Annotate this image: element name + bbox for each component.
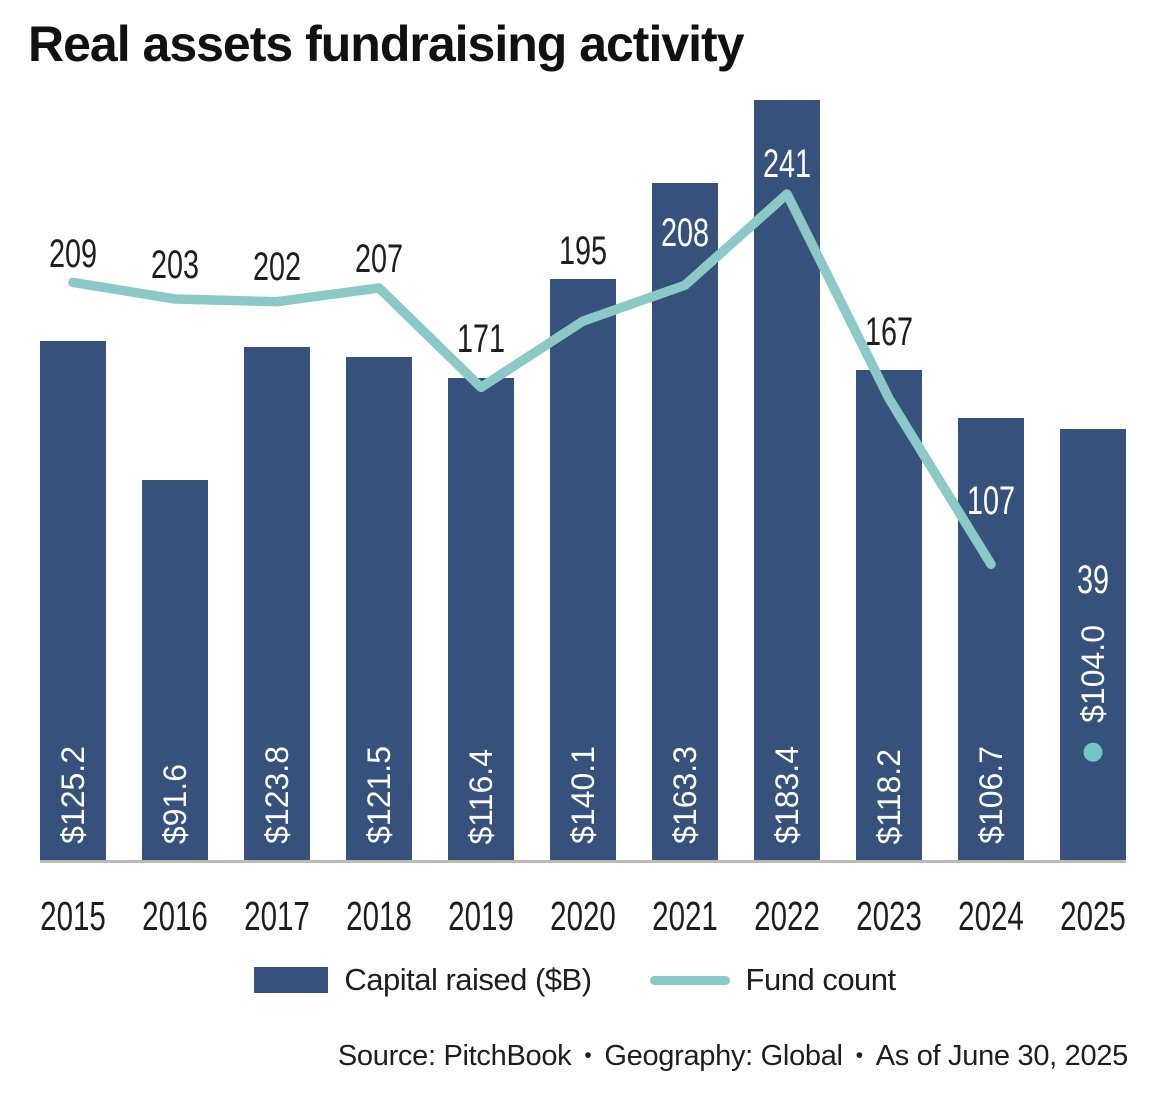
fund-count-label-2023: 167 — [864, 310, 914, 354]
fund-count-label-2021: 208 — [660, 211, 710, 255]
fund-count-label-2019: 171 — [456, 317, 506, 361]
bar-value-label: $163.3 — [667, 746, 703, 844]
fund-count-label-2016: 203 — [150, 243, 200, 287]
bar-value-label: $140.1 — [565, 746, 601, 844]
x-axis-line — [40, 860, 1126, 863]
bar-value-label-wrap: $123.8 — [244, 746, 310, 844]
x-axis-label-2021: 2021 — [652, 893, 718, 939]
fund-count-label-2022: 241 — [762, 142, 812, 186]
x-axis-label-2017: 2017 — [244, 893, 310, 939]
legend-item-fund-count: Fund count — [649, 962, 897, 998]
bar-2025 — [1060, 429, 1126, 860]
x-axis-label-2025: 2025 — [1060, 893, 1126, 939]
chart-legend: Capital raised ($B) Fund count — [0, 962, 1150, 998]
x-axis-label-2022: 2022 — [754, 893, 820, 939]
fund-count-label-2020: 195 — [558, 229, 608, 273]
bar-value-label: $106.7 — [973, 746, 1009, 844]
bar-value-label-wrap: $183.4 — [754, 746, 820, 844]
fund-count-label-2017: 202 — [252, 245, 302, 289]
bullet-separator: • — [584, 1044, 592, 1067]
fund-count-label-2025: 39 — [1076, 558, 1110, 602]
fund-count-label-2018: 207 — [354, 237, 404, 281]
legend-label-capital-raised: Capital raised ($B) — [344, 962, 592, 997]
geography-text: Geography: Global — [604, 1040, 843, 1072]
line-swatch-icon — [649, 975, 730, 985]
bar-value-label: $183.4 — [769, 746, 805, 844]
source-line: Source: PitchBook • Geography: Global • As o… — [0, 1040, 1128, 1073]
bar-value-label-wrap: $163.3 — [652, 746, 718, 844]
legend-label-fund-count: Fund count — [745, 962, 897, 997]
bar-value-label-wrap: $140.1 — [550, 746, 616, 844]
legend-item-capital-raised: Capital raised ($B) — [254, 962, 592, 998]
bar-value-label-wrap: $91.6 — [142, 764, 208, 844]
chart-title: Real assets fundraising activity — [28, 16, 745, 72]
bar-value-label: $123.8 — [259, 746, 295, 844]
x-axis-label-2019: 2019 — [448, 893, 514, 939]
x-axis-label-2023: 2023 — [856, 893, 922, 939]
bar-value-label: $121.5 — [361, 746, 397, 844]
bar-value-label: $91.6 — [157, 763, 193, 844]
x-axis-label-2015: 2015 — [40, 893, 106, 939]
bar-value-label-wrap: $116.4 — [448, 749, 514, 845]
x-axis: 2015 2016 2017 2018 2019 2020 2021 2022 2023 2024… — [40, 893, 1126, 939]
bar-swatch-icon — [254, 967, 329, 993]
source-text: Source: PitchBook — [337, 1040, 572, 1072]
fund-count-label-2015: 209 — [48, 232, 98, 276]
bar-value-label-wrap: $121.5 — [346, 746, 412, 844]
bar-value-label: $125.2 — [55, 746, 91, 844]
bar-value-label-wrap: $125.2 — [40, 746, 106, 844]
as-of-text: As of June 30, 2025 — [875, 1040, 1129, 1072]
x-axis-label-2018: 2018 — [346, 893, 412, 939]
x-axis-label-2016: 2016 — [142, 893, 208, 939]
bar-value-label-wrap: $104.0 — [1060, 625, 1126, 723]
bar-value-label: $118.2 — [871, 748, 907, 845]
bar-value-label-wrap: $106.7 — [958, 746, 1024, 844]
bullet-separator: • — [855, 1044, 863, 1067]
x-axis-label-2020: 2020 — [550, 893, 616, 939]
bar-value-label: $104.0 — [1075, 625, 1111, 723]
bar-value-label: $116.4 — [463, 748, 499, 845]
plot-area: $125.2 $91.6 $123.8 $121.5 $116.4 $140.1 $163.… — [40, 100, 1126, 860]
fund-count-label-2024: 107 — [966, 479, 1016, 523]
bar-value-label-wrap: $118.2 — [856, 749, 922, 845]
x-axis-label-2024: 2024 — [958, 893, 1024, 939]
